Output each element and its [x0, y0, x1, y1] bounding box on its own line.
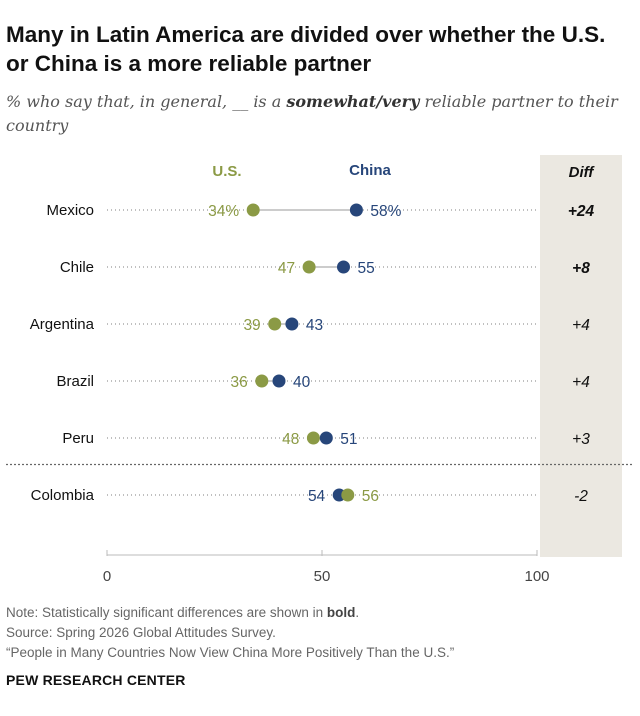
series-header-us: U.S. [212, 163, 241, 180]
china-dot [285, 317, 299, 331]
diff-value: +8 [572, 260, 590, 277]
us-value-label: 39 [243, 317, 260, 334]
source-line: Source: Spring 2026 Global Attitudes Sur… [6, 625, 276, 640]
us-dot [302, 260, 316, 274]
us-dot [306, 431, 320, 445]
country-label: Argentina [30, 316, 95, 333]
dot-plot: Diff U.S. China Mexico 34% 58% +24 Chile 47 55 +8 A… [6, 155, 632, 585]
x-tick-label: 100 [524, 568, 549, 585]
us-value-label: 34% [208, 203, 239, 220]
us-value-label: 36 [231, 374, 248, 391]
china-value-label: 54 [308, 488, 326, 505]
us-dot [268, 317, 282, 331]
diff-value: +3 [572, 431, 590, 448]
country-label: Chile [60, 259, 94, 276]
us-value-label: 56 [362, 488, 379, 505]
china-dot [349, 203, 363, 217]
x-tick-label: 50 [314, 568, 331, 585]
china-dot [272, 374, 286, 388]
china-value-label: 43 [306, 317, 323, 334]
x-tick-label: 0 [103, 568, 111, 585]
country-label: Colombia [31, 487, 95, 504]
china-value-label: 55 [358, 260, 375, 277]
diff-column-bg [540, 155, 622, 557]
report-line: “People in Many Countries Now View China… [6, 645, 455, 660]
country-label: Brazil [56, 373, 94, 390]
diff-value: +4 [572, 317, 590, 334]
note-bold: bold [326, 605, 356, 620]
us-dot [341, 488, 355, 502]
organization-name: PEW RESEARCH CENTER [6, 672, 186, 688]
note-line: Note: Statistically significant differen… [6, 603, 454, 623]
country-label: Mexico [46, 202, 94, 219]
country-label: Peru [62, 430, 94, 447]
us-value-label: 48 [282, 431, 299, 448]
subtitle-suffix: reliable partner to their country [6, 92, 618, 135]
china-dot [337, 260, 350, 274]
diff-header: Diff [569, 164, 596, 181]
us-dot [246, 203, 260, 217]
china-value-label: 51 [340, 431, 357, 448]
china-value-label: 58% [370, 203, 401, 220]
diff-value: +24 [568, 203, 595, 220]
chart-title: Many in Latin America are divided over w… [6, 22, 606, 76]
china-value-label: 40 [293, 374, 311, 391]
chart-notes: Note: Statistically significant differen… [6, 603, 454, 663]
subtitle-emphasis: somewhat/very [286, 92, 420, 111]
china-dot [319, 431, 333, 445]
us-value-label: 47 [278, 260, 295, 277]
chart-subtitle: % who say that, in general, __ is a some… [6, 90, 632, 138]
us-dot [255, 374, 269, 388]
diff-value: +4 [572, 374, 590, 391]
note-suffix: . [355, 605, 360, 620]
diff-value: -2 [574, 488, 588, 505]
series-header-china: China [349, 162, 391, 179]
subtitle-prefix: % who say that, in general, __ is a [6, 92, 287, 111]
note-prefix: Note: Statistically significant differen… [6, 605, 327, 620]
